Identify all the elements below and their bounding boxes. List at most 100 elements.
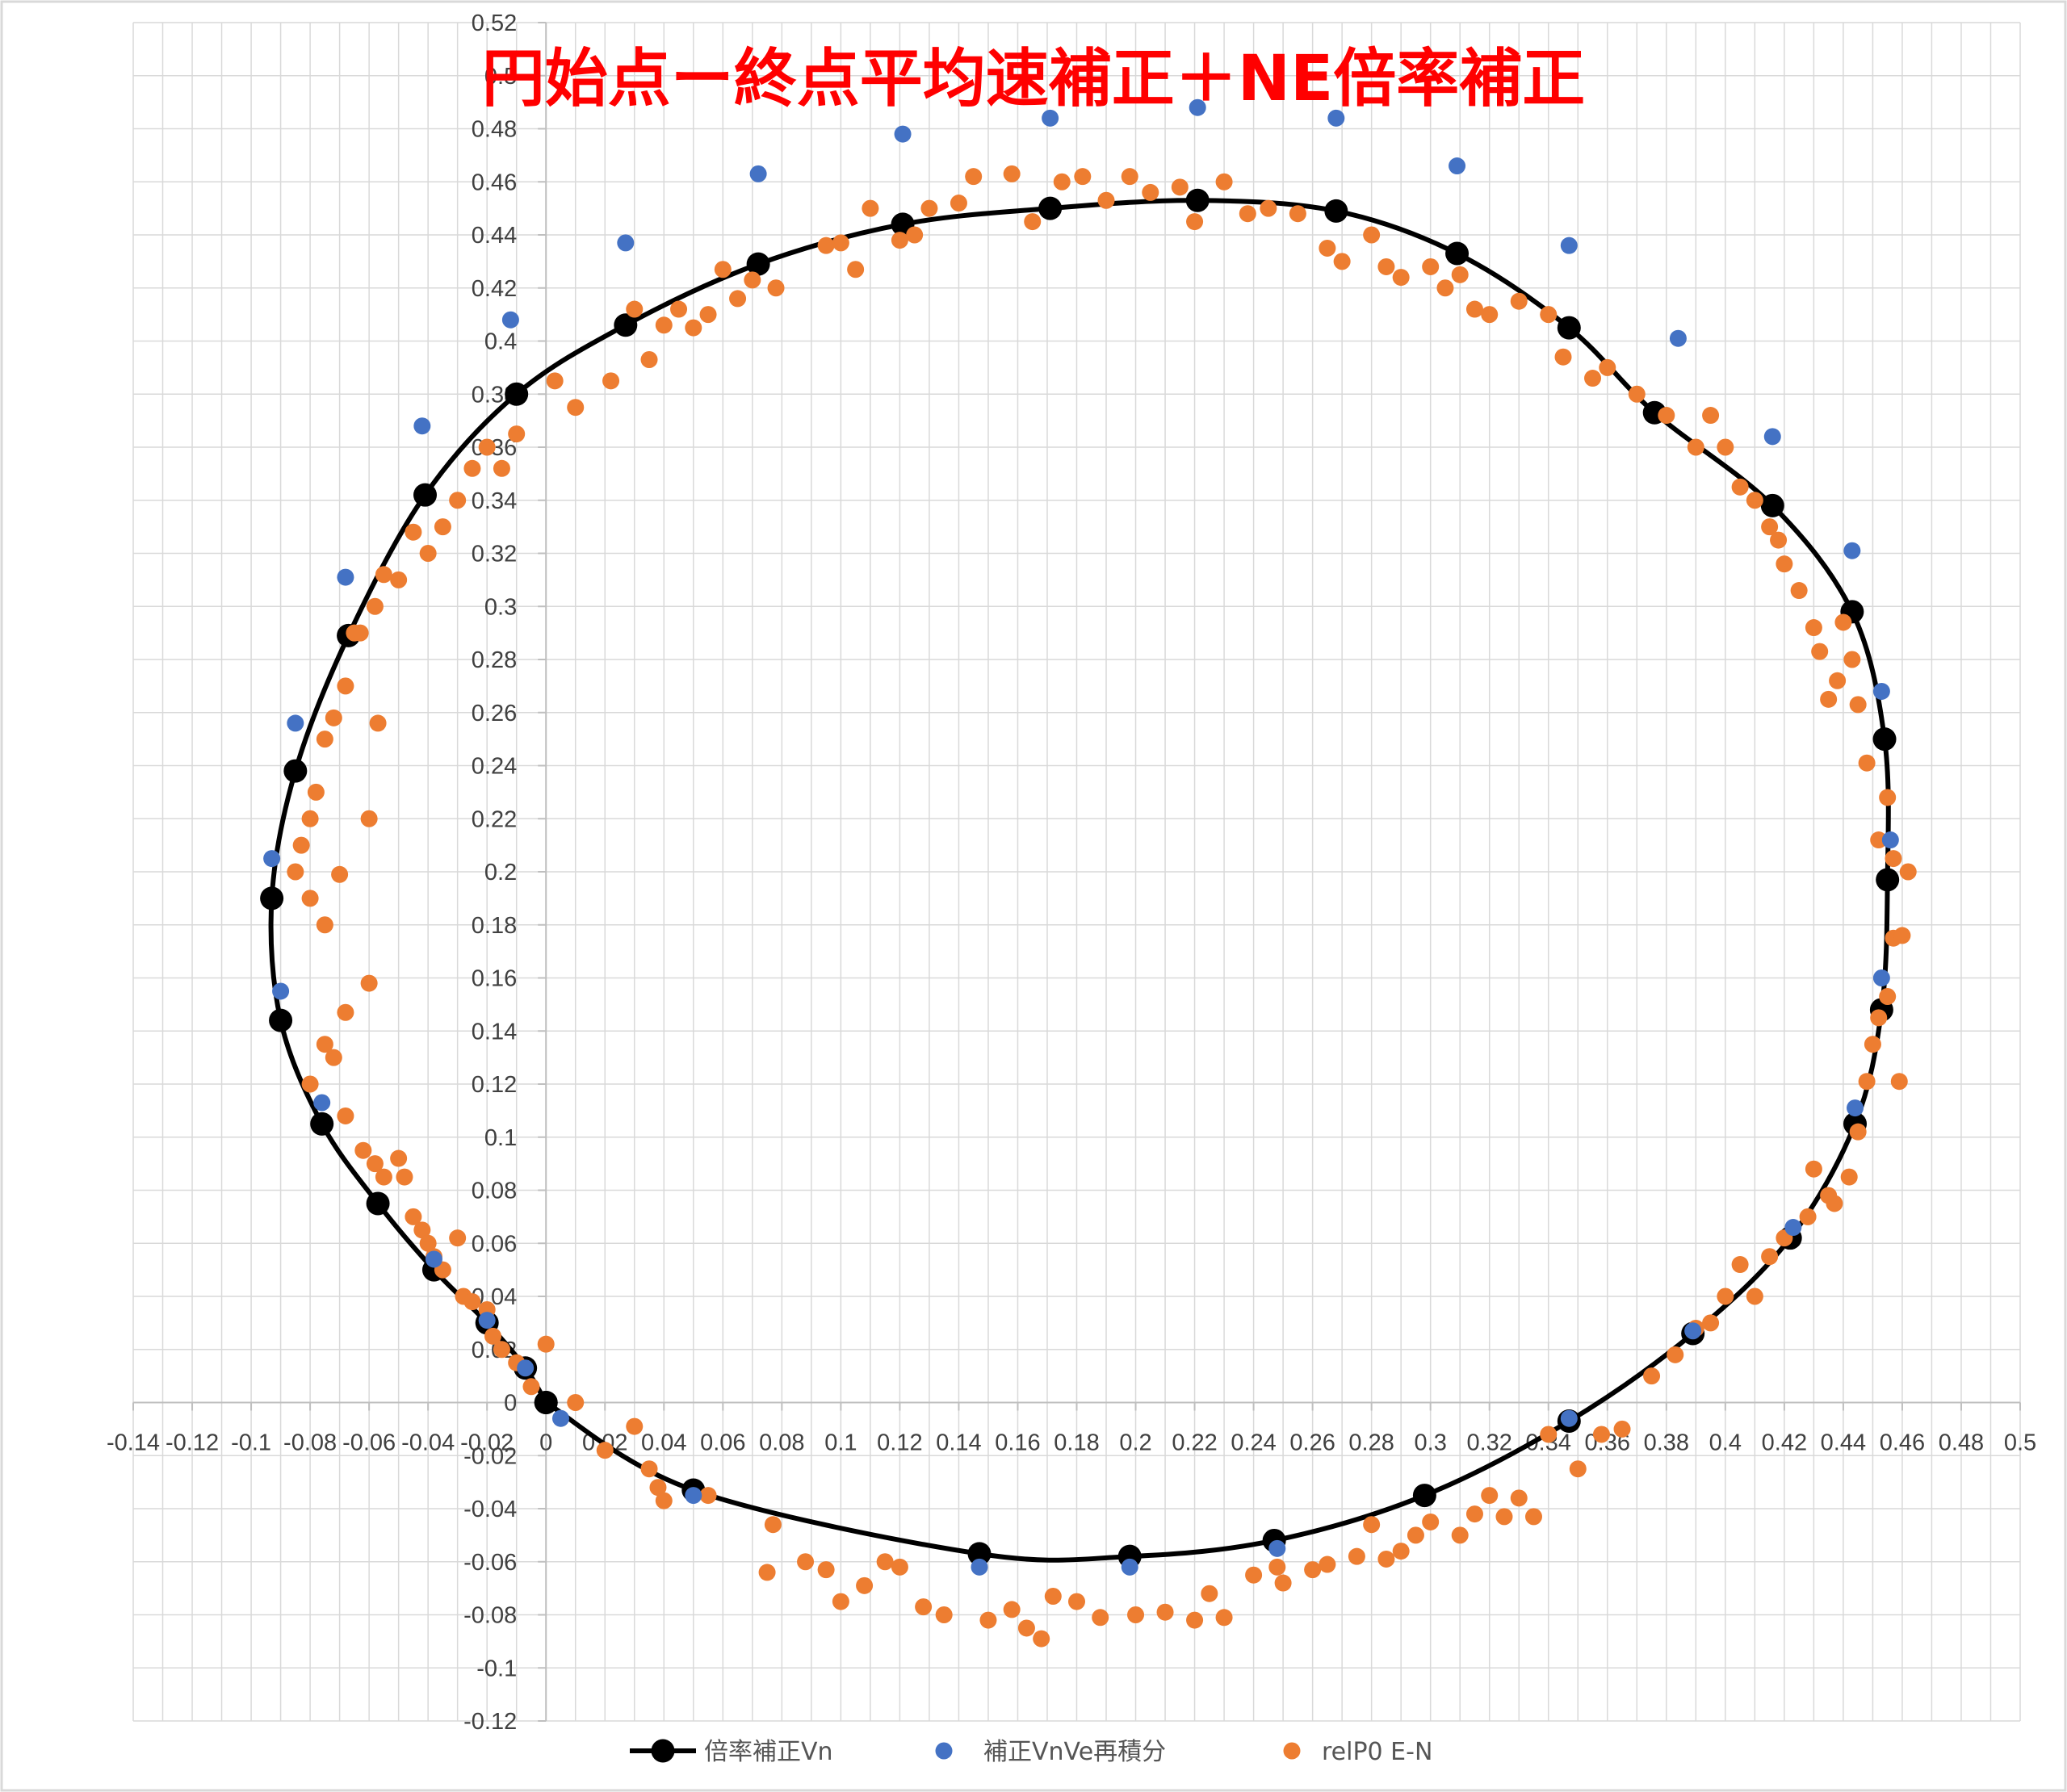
series-relp0-point	[856, 1576, 874, 1594]
series-relp0-point	[744, 271, 761, 289]
series-vn-point	[1038, 196, 1063, 220]
series-vnve-points	[263, 98, 1899, 1576]
series-relp0-point	[1186, 1611, 1204, 1629]
y-tick-label: 0.06	[472, 1231, 517, 1257]
series-relp0-point	[655, 316, 673, 334]
y-tick-label: 0.14	[472, 1019, 517, 1045]
series-vn-point	[1557, 316, 1581, 340]
series-relp0-point	[1289, 205, 1306, 223]
series-relp0-point	[1761, 1248, 1779, 1266]
series-relp0-point	[1392, 269, 1410, 287]
x-tick-label: 0.12	[877, 1430, 922, 1456]
y-tick-label: 0.48	[472, 117, 517, 143]
series-relp0-point	[1731, 1256, 1749, 1274]
legend-relp0-marker	[1283, 1742, 1301, 1760]
series-relp0-point	[1481, 306, 1499, 324]
x-tick-label: 0.04	[641, 1430, 686, 1456]
series-relp0-point	[965, 168, 983, 186]
series-relp0-point	[1348, 1547, 1365, 1565]
series-relp0-point	[817, 237, 835, 254]
series-relp0-point	[413, 1221, 431, 1239]
series-relp0-point	[546, 372, 564, 390]
series-relp0-point	[1392, 1543, 1410, 1560]
y-tick-label: 0	[504, 1391, 517, 1417]
series-vnve-point	[1881, 831, 1899, 849]
series-relp0-point	[626, 300, 644, 318]
series-relp0-point	[1017, 1619, 1035, 1637]
series-relp0-point	[685, 319, 702, 337]
series-relp0-point	[1820, 690, 1838, 708]
series-relp0-point	[1053, 173, 1071, 191]
series-relp0-point	[1811, 643, 1829, 660]
axes	[132, 22, 2021, 1722]
series-relp0-point	[1643, 1367, 1661, 1385]
series-relp0-point	[1858, 754, 1876, 772]
x-tick-label: 0.14	[936, 1430, 981, 1456]
series-relp0-point	[478, 438, 496, 456]
series-vn-point	[1412, 1484, 1436, 1508]
x-tick-label: -0.04	[401, 1430, 455, 1456]
series-vn-point	[413, 483, 438, 507]
series-relp0-point	[1628, 385, 1646, 403]
x-tick-label: 0.42	[1762, 1430, 1807, 1456]
series-vnve-point	[685, 1487, 702, 1505]
series-relp0-point	[1554, 348, 1572, 366]
series-relp0-point	[1885, 850, 1902, 868]
series-relp0-point	[1465, 300, 1483, 318]
series-relp0-point	[508, 425, 526, 443]
series-relp0-point	[1834, 613, 1852, 631]
series-relp0-point	[1879, 789, 1897, 806]
x-tick-label: 0.44	[1821, 1430, 1866, 1456]
series-relp0-point	[1717, 1287, 1734, 1305]
series-relp0-point	[670, 300, 688, 318]
series-relp0-point	[369, 714, 387, 732]
x-tick-label: 0.46	[1880, 1430, 1925, 1456]
series-vnve-point	[1872, 969, 1890, 986]
series-relp0-point	[1870, 1009, 1888, 1027]
y-tick-label: 0.22	[472, 806, 517, 832]
series-relp0-point	[316, 916, 333, 934]
series-relp0-point	[434, 518, 451, 536]
series-relp0-point	[1731, 478, 1749, 496]
x-tick-label: 0.1	[824, 1430, 857, 1456]
series-relp0-point	[366, 1155, 384, 1173]
series-relp0-point	[1260, 199, 1277, 217]
series-relp0-point	[847, 261, 865, 278]
legend-relp0-label: relP0 E-N	[1322, 1738, 1432, 1766]
series-relp0-point	[1829, 672, 1847, 689]
series-vn-point	[1872, 727, 1897, 752]
series-vnve-point	[617, 234, 635, 252]
series-vn-point	[283, 759, 308, 783]
series-relp0-point	[1805, 619, 1822, 637]
series-vnve-point	[337, 568, 354, 586]
x-tick-label: 0.26	[1289, 1430, 1335, 1456]
series-relp0-point	[1024, 213, 1042, 231]
series-relp0-point	[325, 1049, 342, 1066]
series-relp0-point	[1142, 183, 1159, 201]
series-relp0-point	[1613, 1420, 1631, 1438]
series-relp0-point	[1899, 863, 1917, 881]
series-relp0-point	[287, 863, 304, 881]
series-vnve-point	[1560, 1409, 1578, 1427]
x-tick-label: 0.3	[1415, 1430, 1447, 1456]
series-vnve-point	[971, 1558, 988, 1576]
gridlines	[132, 22, 2021, 1722]
x-tick-label: 0.24	[1231, 1430, 1276, 1456]
series-relp0-point	[1658, 407, 1675, 425]
series-relp0-point	[767, 279, 785, 297]
series-relp0-point	[419, 545, 437, 562]
series-relp0-points	[287, 165, 1917, 1648]
series-relp0-point	[979, 1611, 997, 1629]
series-relp0-point	[405, 1208, 422, 1225]
series-relp0-point	[1215, 1609, 1233, 1627]
series-relp0-point	[449, 1229, 467, 1247]
series-relp0-point	[1068, 1593, 1085, 1610]
x-axis-tick-labels: -0.14-0.12-0.1-0.08-0.06-0.04-0.0200.020…	[107, 1430, 2036, 1456]
series-relp0-point	[1245, 1566, 1263, 1584]
series-relp0-point	[1127, 1606, 1145, 1623]
legend-vnve-marker	[935, 1742, 953, 1760]
series-relp0-point	[301, 1075, 319, 1093]
series-relp0-point	[655, 1492, 673, 1509]
series-relp0-point	[649, 1479, 667, 1497]
